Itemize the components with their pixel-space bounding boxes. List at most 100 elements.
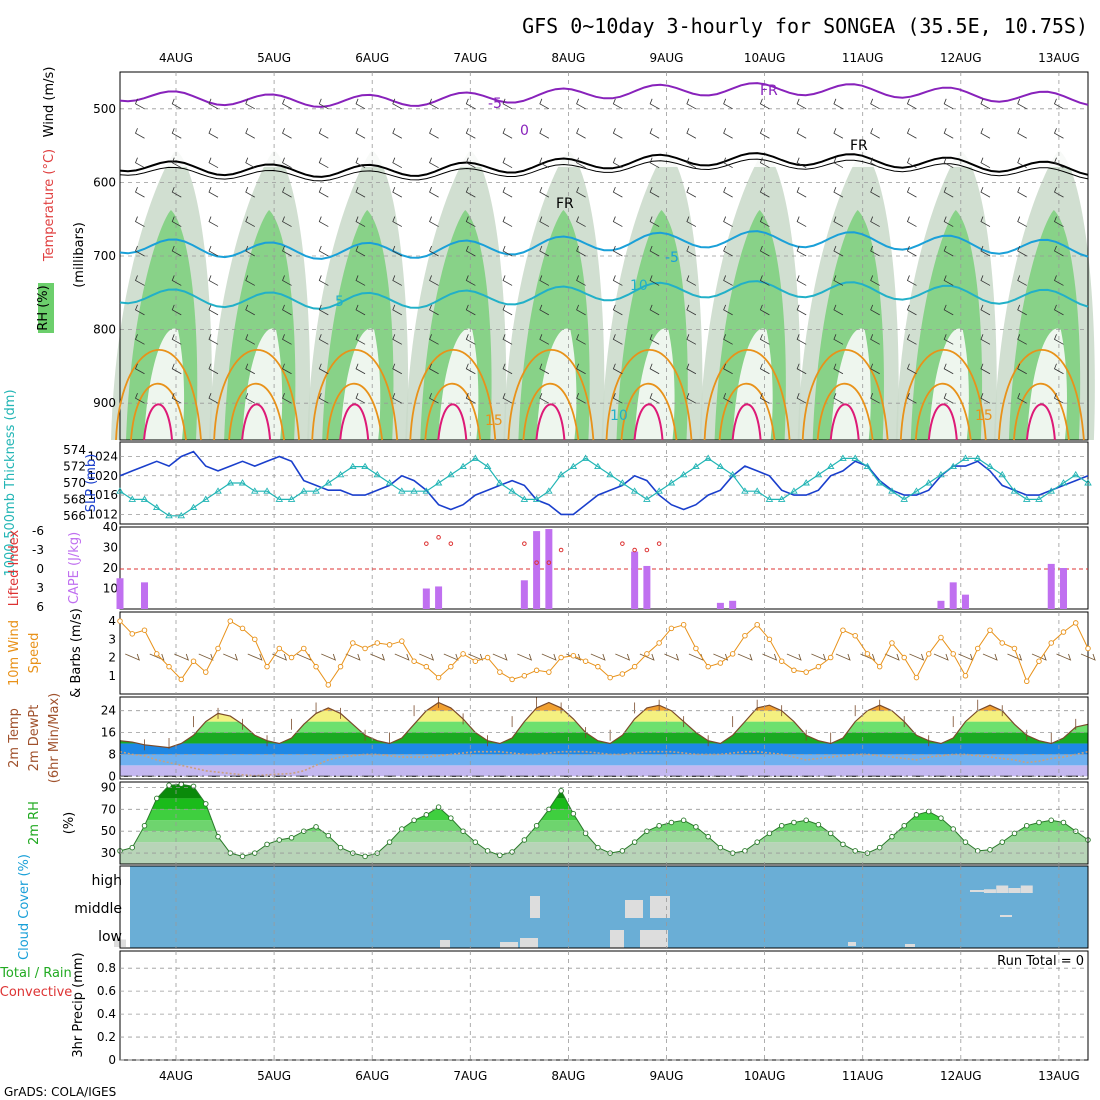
upper-wind-barb <box>1053 245 1064 257</box>
upper-wind-barb <box>355 304 366 316</box>
upper-wind-barb <box>686 245 697 257</box>
wind10m-frame <box>119 611 1089 695</box>
upper-wind-barb <box>870 363 880 375</box>
upper-wind-barb <box>465 393 476 404</box>
precip-axis-label: 3hr Precip (mm) <box>71 952 86 1057</box>
upper-wind-barb <box>796 245 807 257</box>
temp-contour-15 <box>507 349 595 441</box>
rh-point <box>227 850 234 856</box>
surface-wind-barb <box>762 653 778 661</box>
surface-wind-barb <box>321 653 337 661</box>
upper-wind-barb <box>612 186 623 198</box>
thickness-point <box>532 495 541 502</box>
upper-wind-barb <box>465 334 476 345</box>
temp-contour-15 <box>424 382 482 441</box>
contour-label: FR <box>556 196 574 212</box>
thickness-point <box>214 487 222 494</box>
wind-speed-point <box>276 645 283 652</box>
upper-wind-barb <box>171 275 182 286</box>
upper-wind-barb <box>392 304 403 316</box>
temp-contour-15 <box>326 382 384 441</box>
upper-wind-barb <box>1053 186 1064 198</box>
upper-wind-barb <box>943 363 954 375</box>
rh-point <box>595 844 601 851</box>
upper-wind-barb <box>870 186 880 198</box>
upper-wind-barb <box>539 128 550 139</box>
upper-wind-barb <box>392 245 403 257</box>
upper-wind-barb <box>502 216 513 227</box>
rh-point <box>239 853 246 860</box>
lifted-index-point <box>522 541 527 546</box>
upper-wind-barb <box>576 275 586 286</box>
wind-speed-point <box>595 663 601 670</box>
thickness-point <box>177 511 186 519</box>
lifted-index-point <box>448 541 454 546</box>
rh-point <box>215 833 221 840</box>
wind-speed-point <box>717 660 724 666</box>
wind-speed-point <box>399 638 405 644</box>
upper-wind-barb <box>759 157 770 169</box>
upper-wind-barb <box>906 128 917 139</box>
cloud-patch <box>970 890 990 892</box>
rh2m-frame <box>119 781 1089 865</box>
rh-point <box>1036 819 1042 826</box>
upper-wind-barb <box>796 128 807 139</box>
thickness-point <box>373 470 382 478</box>
wind-speed-point <box>693 645 699 652</box>
upper-wind-barb <box>1017 304 1027 316</box>
cape-tick-label: 20 <box>103 561 118 575</box>
upper-wind-barb <box>282 186 292 198</box>
thickness-point <box>643 495 651 502</box>
wind-speed-point <box>1085 645 1091 652</box>
upper-wind-barb <box>429 245 439 257</box>
thickness-point <box>459 462 467 470</box>
upper-wind-barb <box>576 304 586 316</box>
surface-wind-barb <box>982 653 998 661</box>
upper-wind-barb <box>171 186 182 198</box>
pressure-tick-label: 600 <box>93 175 116 189</box>
thickness-point <box>238 479 247 486</box>
cloud-patch <box>848 942 856 946</box>
rh-legend-swatch <box>38 283 54 333</box>
instability-frame <box>119 526 1089 610</box>
wind-speed-point <box>619 671 626 677</box>
rh-point <box>693 824 699 830</box>
contour-label: -5 <box>665 250 679 266</box>
upper-wind-barb <box>355 98 366 110</box>
wind-speed-point <box>570 652 577 659</box>
wind-speed-point <box>288 654 295 661</box>
upper-wind-barb <box>943 334 954 345</box>
rh-point <box>521 837 528 843</box>
temp-series <box>119 701 1089 749</box>
surface-wind-barb <box>345 653 361 661</box>
surface-wind-barb <box>1031 653 1047 661</box>
temp-contour-15 <box>409 349 497 441</box>
thickness-point <box>128 495 137 502</box>
upper-wind-barb <box>318 363 329 375</box>
upper-wind-barb <box>943 304 954 316</box>
upper-wind-barb <box>686 363 697 375</box>
upper-wind-barb <box>576 363 586 375</box>
thickness-point <box>1071 470 1080 478</box>
upper-wind-barb <box>318 128 329 139</box>
rh-point <box>570 810 577 817</box>
upper-wind-barb <box>980 304 991 316</box>
thickness-point <box>496 479 504 486</box>
rh-point <box>276 837 283 843</box>
upper-wind-barb <box>686 157 697 169</box>
temp-contour-20 <box>731 403 762 441</box>
temp-contour-15 <box>115 349 202 441</box>
rh-point <box>705 833 711 840</box>
upper-wind-barb <box>723 304 733 316</box>
wind-tick-label: 4 <box>108 614 116 628</box>
rh-point <box>423 812 430 818</box>
upper-wind-barb <box>539 304 550 316</box>
upper-wind-barb <box>1017 216 1027 227</box>
wind-speed-point <box>754 622 760 628</box>
upper-wind-barb <box>539 216 550 227</box>
wind-speed-point <box>864 651 871 657</box>
temp-contour-20 <box>339 403 370 441</box>
cloud-patch <box>610 930 624 948</box>
wind-speed-point <box>497 669 503 675</box>
upper-wind-barb <box>833 304 844 316</box>
